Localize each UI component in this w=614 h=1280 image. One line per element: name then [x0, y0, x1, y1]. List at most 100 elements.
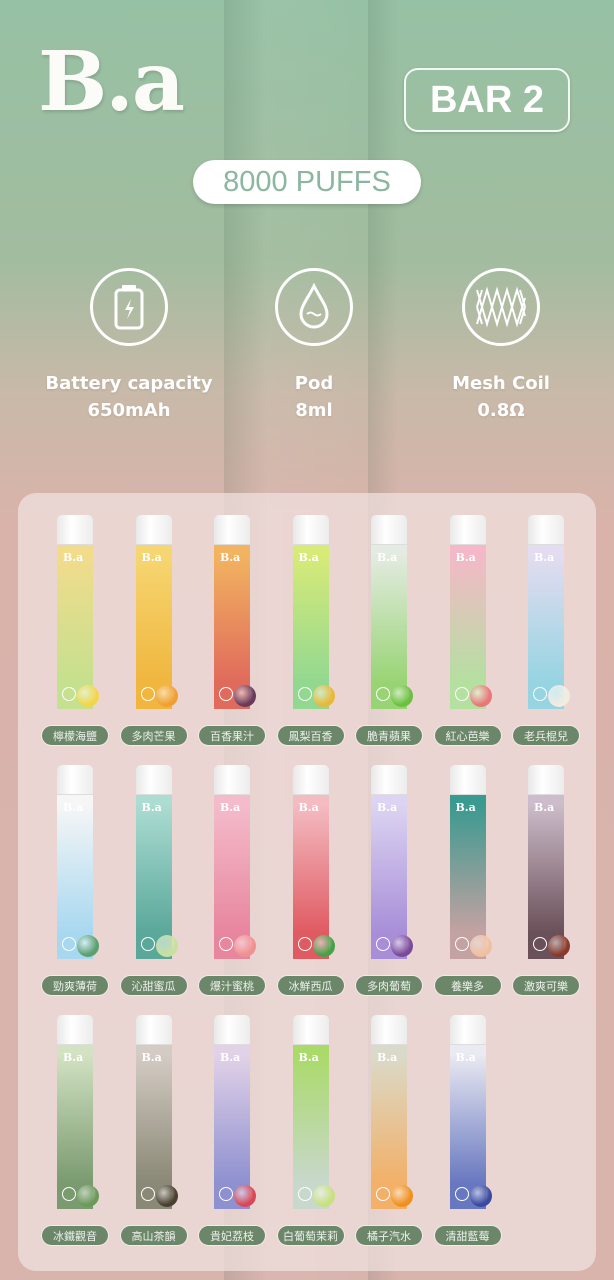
flavor-item[interactable]: B.a 激爽可樂: [513, 765, 579, 995]
flavor-line-icon: [454, 1187, 469, 1201]
flavor-item[interactable]: B.a 老兵棍兒: [513, 515, 579, 745]
flavor-label: 多肉芒果: [120, 726, 187, 745]
flavor-line-icon: [140, 937, 155, 951]
spec-value: 8ml: [295, 400, 333, 421]
device-logo: B.a: [63, 1051, 84, 1064]
fruit-image: [469, 1185, 492, 1207]
flavor-line-icon: [454, 937, 469, 951]
flavor-item[interactable]: B.a 爆汁蜜桃: [199, 765, 265, 995]
device-mouthpiece: [135, 515, 172, 545]
flavor-item[interactable]: B.a 冰鮮西瓜: [277, 765, 344, 995]
flavor-label: 養樂多: [434, 976, 501, 995]
device-logo: B.a: [455, 1051, 476, 1064]
device-logo: B.a: [298, 551, 319, 564]
device-image: B.a: [292, 787, 329, 959]
flavor-item[interactable]: B.a 貴妃荔枝: [199, 1015, 265, 1245]
device-logo: B.a: [298, 1051, 319, 1064]
fruit-image: [77, 1185, 99, 1207]
model-badge: BAR 2: [404, 68, 570, 132]
device-logo: B.a: [377, 801, 398, 814]
flavor-item[interactable]: B.a 脆青蘋果: [356, 515, 422, 745]
flavor-line-icon: [297, 937, 312, 951]
fruit-image: [312, 1185, 335, 1207]
spec-value: 650mAh: [87, 400, 171, 421]
device-image: B.a: [371, 537, 407, 709]
flavor-item[interactable]: B.a 清甜藍莓: [434, 1015, 501, 1245]
device-image: B.a: [528, 787, 564, 959]
flavor-label: 高山茶韻: [120, 1226, 187, 1245]
fruit-image: [312, 685, 335, 707]
flavor-label: 貴妃荔枝: [199, 1226, 265, 1245]
device-mouthpiece: [57, 765, 93, 795]
flavor-item[interactable]: B.a 多肉葡萄: [356, 765, 422, 995]
device-logo: B.a: [63, 551, 84, 564]
device-logo: B.a: [455, 801, 476, 814]
spec-label: Mesh Coil: [452, 373, 550, 394]
device-mouthpiece: [371, 515, 407, 545]
device-image: B.a: [214, 787, 250, 959]
device-mouthpiece: [57, 515, 93, 545]
device-logo: B.a: [141, 551, 162, 564]
flavor-label: 白葡萄茉莉: [277, 1226, 344, 1245]
flavor-label: 冰鮮西瓜: [277, 976, 344, 995]
flavor-line-icon: [219, 1187, 233, 1201]
flavor-item[interactable]: B.a 白葡萄茉莉: [277, 1015, 344, 1245]
flavor-item[interactable]: B.a 沁甜蜜瓜: [120, 765, 187, 995]
device-image: B.a: [371, 787, 407, 959]
device-logo: B.a: [455, 551, 476, 564]
flavor-label: 沁甜蜜瓜: [120, 976, 187, 995]
fruit-image: [77, 935, 99, 957]
flavor-line-icon: [62, 1187, 76, 1201]
flavor-line-icon: [140, 1187, 155, 1201]
flavor-label: 清甜藍莓: [434, 1226, 501, 1245]
device-logo: B.a: [534, 551, 555, 564]
device-mouthpiece: [449, 765, 486, 795]
device-image: B.a: [57, 787, 93, 959]
flavor-item[interactable]: B.a 多肉芒果: [120, 515, 187, 745]
fruit-image: [155, 935, 178, 957]
flavor-item[interactable]: B.a 鳳梨百香: [277, 515, 344, 745]
device-logo: B.a: [298, 801, 319, 814]
flavor-line-icon: [62, 687, 76, 701]
flavor-label: 橘子汽水: [356, 1226, 422, 1245]
device-mouthpiece: [292, 1015, 329, 1045]
fruit-image: [155, 685, 178, 707]
flavor-line-icon: [219, 937, 233, 951]
device-mouthpiece: [214, 765, 250, 795]
device-image: B.a: [57, 1037, 93, 1209]
flavor-line-icon: [376, 1187, 390, 1201]
device-image: B.a: [528, 537, 564, 709]
device-mouthpiece: [57, 1015, 93, 1045]
flavor-label: 脆青蘋果: [356, 726, 422, 745]
flavor-item[interactable]: B.a 冰鐵觀音: [42, 1015, 108, 1245]
fruit-image: [469, 935, 492, 957]
flavor-item[interactable]: B.a 百香果汁: [199, 515, 265, 745]
flavor-item[interactable]: B.a 養樂多: [434, 765, 501, 995]
flavor-item[interactable]: B.a 檸檬海鹽: [42, 515, 108, 745]
device-mouthpiece: [135, 765, 172, 795]
flavor-label: 檸檬海鹽: [42, 726, 108, 745]
flavor-label: 勁爽薄荷: [42, 976, 108, 995]
device-image: B.a: [214, 537, 250, 709]
fruit-image: [548, 935, 570, 957]
spec-value: 0.8Ω: [477, 400, 525, 421]
device-image: B.a: [135, 537, 172, 709]
spec-mesh-coil: Mesh Coil 0.8Ω: [411, 268, 591, 424]
device-image: B.a: [57, 537, 93, 709]
fruit-image: [234, 685, 256, 707]
flavor-item[interactable]: B.a 勁爽薄荷: [42, 765, 108, 995]
spec-label: Pod: [294, 373, 334, 394]
device-image: B.a: [292, 1037, 329, 1209]
flavor-item[interactable]: B.a 橘子汽水: [356, 1015, 422, 1245]
flavor-label: 激爽可樂: [513, 976, 579, 995]
flavor-item[interactable]: B.a 高山茶韻: [120, 1015, 187, 1245]
device-mouthpiece: [214, 515, 250, 545]
flavor-line-icon: [297, 1187, 312, 1201]
flavor-line-icon: [140, 687, 155, 701]
flavor-line-icon: [297, 687, 312, 701]
device-mouthpiece: [449, 1015, 486, 1045]
device-mouthpiece: [528, 515, 564, 545]
device-logo: B.a: [63, 801, 84, 814]
flavor-item[interactable]: B.a 紅心芭樂: [434, 515, 501, 745]
device-image: B.a: [449, 537, 486, 709]
